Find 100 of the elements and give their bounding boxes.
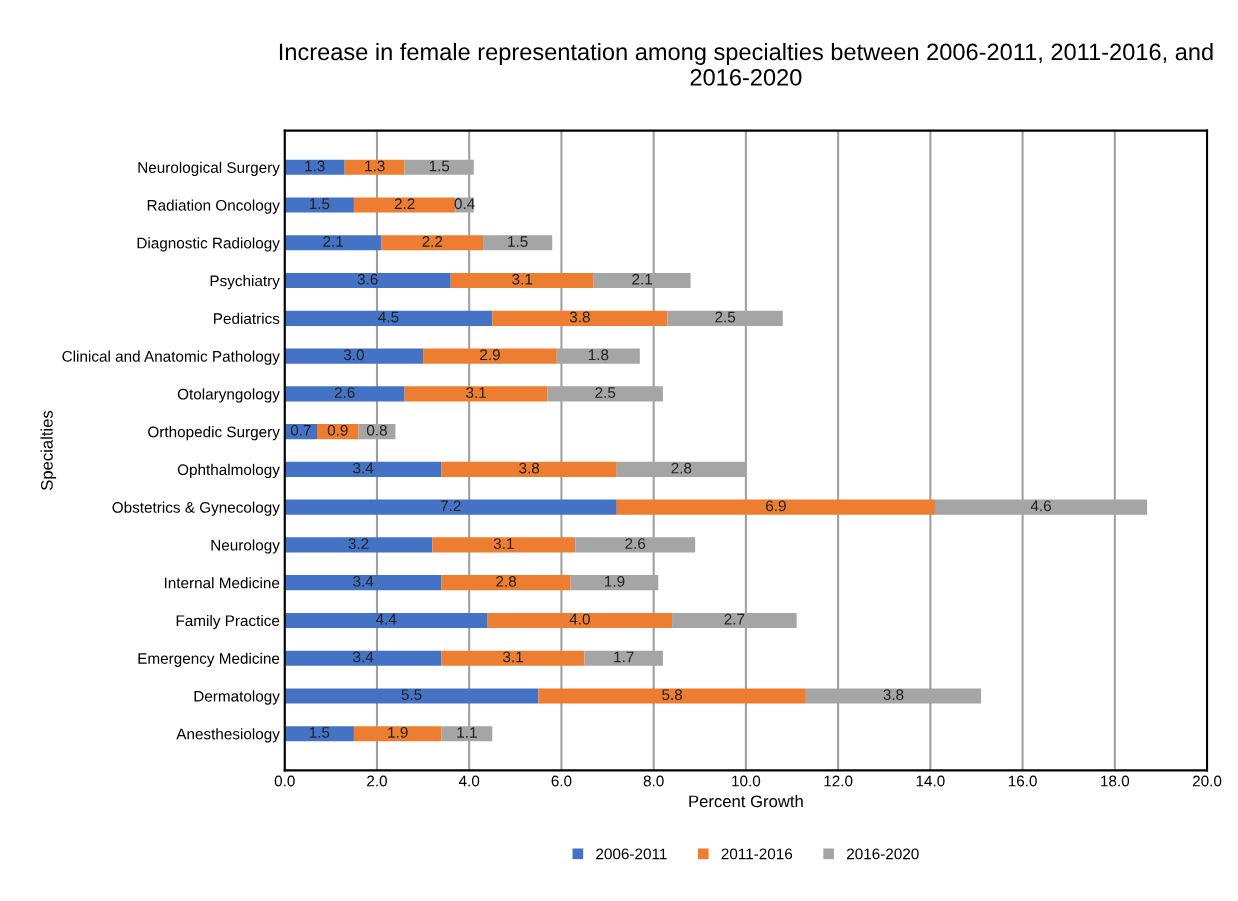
y-axis-title: Specialties: [40, 410, 57, 491]
data-label: 0.9: [327, 424, 348, 436]
data-label: 2.1: [632, 273, 653, 285]
bar: [284, 612, 488, 628]
y-tick-label: Orthopedic Surgery: [148, 426, 280, 441]
data-label: 3.1: [466, 387, 486, 398]
x-tick-label: 4.0: [458, 775, 480, 787]
y-tick-label: Dermatology: [194, 690, 280, 705]
x-tick-label: 8.0: [643, 775, 664, 787]
x-axis-title: Percent Growth: [689, 795, 803, 808]
data-label: 2.9: [480, 349, 500, 361]
y-tick-label: Psychiatry: [210, 275, 280, 290]
data-label: 3.4: [353, 651, 374, 663]
data-label: 2.8: [671, 462, 692, 474]
data-label: 2.7: [724, 613, 745, 625]
data-label: 3.8: [519, 462, 540, 474]
data-label: 0.8: [366, 424, 387, 436]
x-tick-label: 14.0: [916, 775, 945, 787]
bar: [538, 688, 806, 704]
y-tick-label: Neurology: [211, 539, 280, 554]
data-label: 1.3: [365, 160, 385, 172]
bar: [284, 461, 442, 477]
y-tick-label: Diagnostic Radiology: [137, 237, 280, 252]
bar: [284, 273, 451, 289]
y-tick-label: Internal Medicine: [164, 577, 280, 589]
bar: [284, 688, 539, 704]
bar: [284, 310, 493, 326]
bar: [423, 348, 557, 364]
data-label: 1.3: [305, 160, 325, 172]
data-label: 2.5: [715, 311, 736, 323]
y-tick-label: Obstetrics & Gynecology: [112, 501, 280, 516]
y-tick-label: Otolaryngology: [177, 388, 280, 403]
x-tick-label: 2.0: [367, 775, 387, 787]
bar: [450, 273, 594, 289]
data-label: 1.5: [309, 198, 330, 210]
bar: [344, 159, 405, 175]
bar: [284, 386, 405, 402]
data-label: 2.2: [394, 198, 415, 209]
y-tick-label: Radiation Oncology: [147, 199, 280, 214]
y-tick-label: Anesthesiology: [176, 728, 280, 743]
bar: [284, 726, 354, 742]
y-tick-label: Emergency Medicine: [138, 652, 280, 667]
bar: [284, 348, 424, 364]
data-label: 5.5: [401, 689, 422, 701]
data-label: 3.1: [512, 273, 533, 285]
bar: [317, 424, 359, 440]
data-label: 5.8: [662, 689, 683, 701]
data-label: 1.9: [605, 575, 625, 587]
bar: [404, 386, 548, 402]
x-tick-label: 20.0: [1192, 775, 1222, 787]
bar: [284, 537, 433, 553]
data-label: 7.2: [440, 500, 461, 512]
bar: [616, 499, 935, 515]
data-label: 2.1: [323, 236, 344, 247]
data-label: 1.9: [388, 727, 408, 738]
data-label: 3.8: [569, 311, 590, 323]
bar: [483, 235, 553, 251]
y-tick-label: Pediatrics: [214, 312, 280, 325]
bar: [284, 650, 442, 666]
bar: [284, 575, 442, 591]
x-tick-label: 12.0: [824, 775, 853, 787]
bar: [487, 612, 673, 628]
bar: [492, 310, 668, 326]
data-label: 2.6: [625, 538, 646, 550]
chart-title: Increase in female representation among specialties between 2006-2011, 2011-2016, and 2016-2020: [279, 42, 1213, 86]
bar: [353, 726, 442, 742]
data-label: 4.6: [1030, 500, 1051, 512]
data-label: 3.1: [502, 651, 523, 663]
x-tick-label: 6.0: [551, 775, 572, 787]
legend-label: 2006-2011: [596, 848, 667, 860]
bar: [284, 499, 617, 515]
data-label: 3.1: [493, 538, 514, 550]
data-label: 6.9: [766, 500, 786, 512]
data-label: 1.1: [457, 727, 477, 738]
bar: [441, 650, 585, 666]
y-tick-label: Ophthalmology: [177, 463, 280, 479]
data-label: 2.5: [595, 387, 616, 398]
data-label: 2.2: [422, 236, 443, 247]
legend-label: 2016-2020: [846, 848, 919, 860]
data-label: 1.5: [429, 160, 450, 172]
x-tick-label: 16.0: [1008, 775, 1037, 787]
bar: [441, 461, 617, 477]
y-tick-label: Neurological Surgery: [138, 161, 280, 176]
data-label: 3.4: [353, 462, 374, 474]
x-tick-label: 10.0: [732, 775, 761, 787]
data-label: 1.7: [614, 651, 634, 663]
x-tick-label: 18.0: [1101, 775, 1130, 787]
legend-label: 2011-2016: [721, 848, 793, 860]
bar: [284, 235, 382, 251]
bar: [284, 159, 345, 175]
bar: [381, 235, 484, 251]
data-label: 3.8: [883, 689, 904, 701]
data-label: 3.2: [348, 538, 369, 550]
bar: [432, 537, 576, 553]
bar: [441, 575, 571, 591]
data-label: 3.4: [353, 575, 374, 587]
data-label: 1.5: [508, 236, 528, 247]
data-label: 3.6: [357, 273, 378, 285]
data-label: 4.5: [378, 311, 399, 323]
y-tick-label: Family Practice: [176, 614, 280, 630]
